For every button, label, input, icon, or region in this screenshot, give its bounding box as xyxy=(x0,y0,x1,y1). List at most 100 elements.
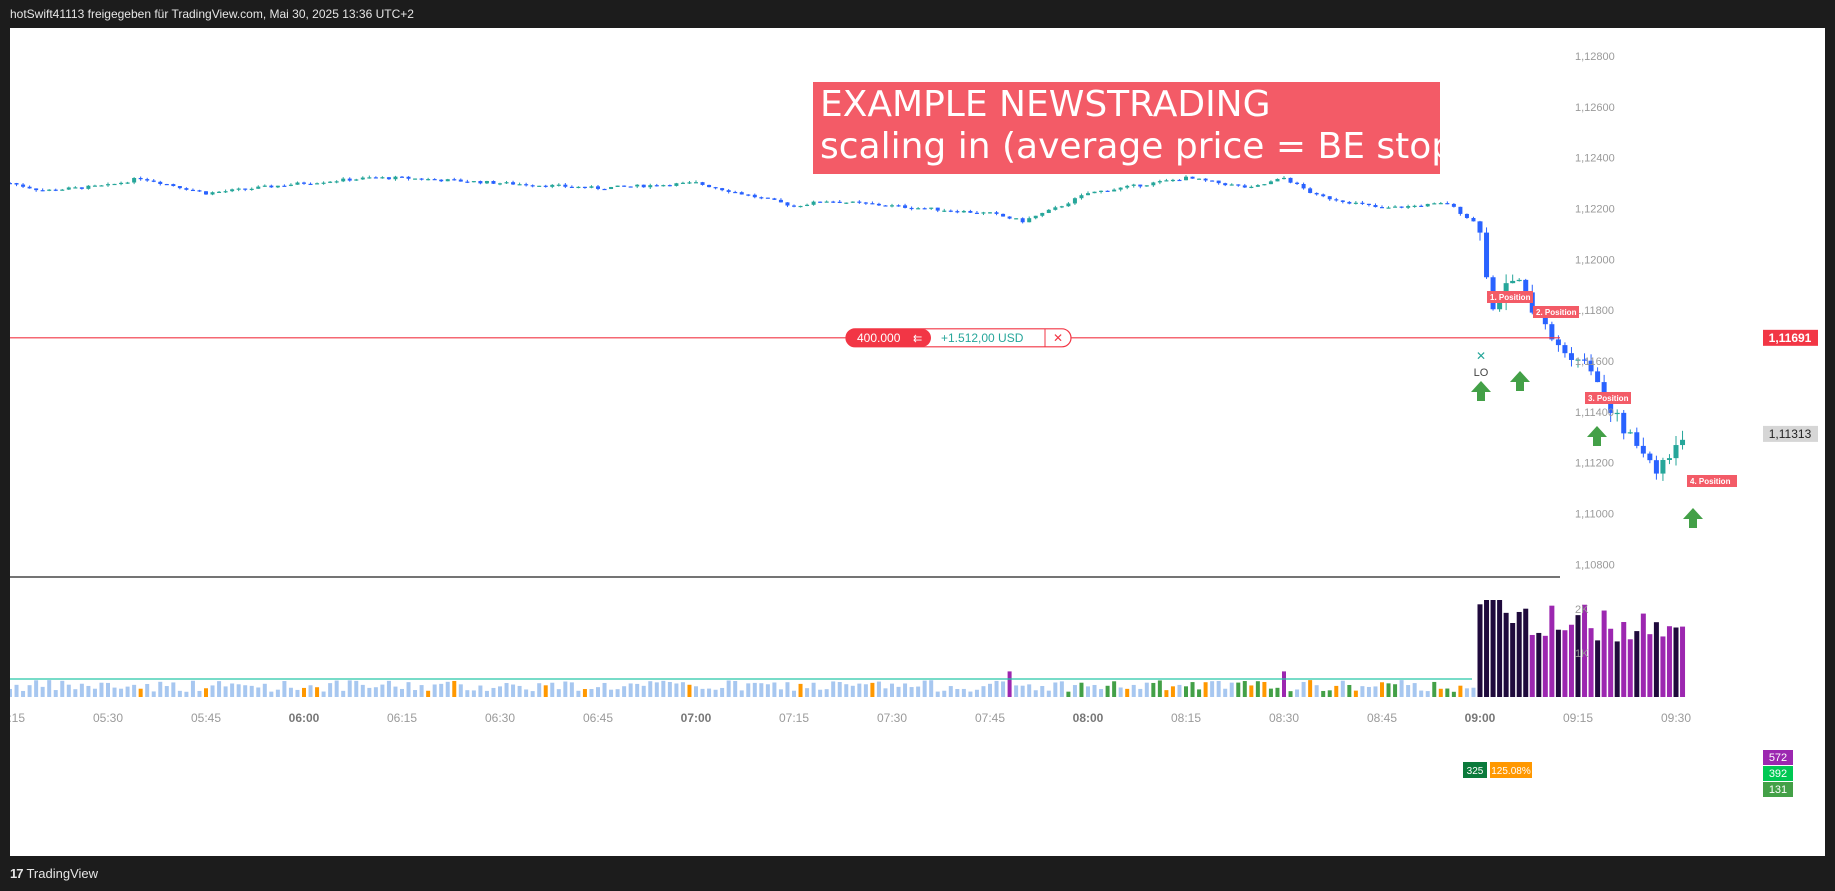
volume-bar xyxy=(837,682,842,697)
volume-bar xyxy=(1014,685,1019,697)
candle-body xyxy=(393,176,398,180)
candle-body xyxy=(380,177,385,179)
price-axis[interactable]: 1,12800 1,12600 1,12400 1,12200 1,12000 1,118… xyxy=(1575,51,1615,660)
volume-bar xyxy=(968,691,973,697)
candle-body xyxy=(458,179,463,182)
candle-body xyxy=(478,181,483,184)
candle-body xyxy=(707,184,712,188)
candle-body xyxy=(86,185,91,189)
volume-bar xyxy=(1268,688,1273,697)
candle-body xyxy=(1406,206,1411,208)
candle-body xyxy=(1432,203,1437,205)
candle-body xyxy=(1268,181,1273,185)
volume-bar xyxy=(648,681,653,697)
candle-body xyxy=(249,188,254,190)
volume-bar xyxy=(955,689,960,697)
volume-bar xyxy=(674,683,679,697)
reverse-icon[interactable]: ⇇ xyxy=(913,332,922,345)
volume-bar xyxy=(1170,686,1175,697)
candle-body xyxy=(955,211,960,213)
candle-body xyxy=(419,178,424,180)
time-tick-label: 09:30 xyxy=(1661,711,1691,725)
current-price-badge xyxy=(1763,425,1818,442)
volume-bar xyxy=(1197,689,1202,697)
candle-body xyxy=(262,185,267,187)
volume-bar xyxy=(1510,623,1516,697)
volume-bar xyxy=(138,688,143,697)
volume-bar xyxy=(217,681,222,697)
candle-body xyxy=(439,179,444,182)
price-tick-label: 1,12000 xyxy=(1575,254,1615,266)
position-price-badge[interactable] xyxy=(1763,329,1818,346)
candle-body xyxy=(1001,213,1006,217)
volume-bar xyxy=(1582,604,1588,697)
volume-tick-label: 1K xyxy=(1575,648,1589,660)
volume-bar xyxy=(1066,691,1071,697)
candle-body xyxy=(1112,189,1117,192)
volume-bar xyxy=(961,688,966,697)
position-qty-pill[interactable] xyxy=(846,328,931,347)
volume-bar xyxy=(948,686,953,697)
volume-bar xyxy=(360,684,365,697)
candle-body xyxy=(1288,177,1293,183)
time-axis[interactable]: 05:15 05:30 05:45 06:00 06:15 06:30 06:45 07:00… xyxy=(10,711,1691,725)
candle-body xyxy=(667,185,672,187)
candle-body xyxy=(739,192,744,195)
volume-bar xyxy=(1360,686,1365,697)
time-tick-label: 05:45 xyxy=(191,711,221,725)
candle-body xyxy=(981,212,986,214)
volume-bar xyxy=(569,682,574,697)
time-tick-label: 06:45 xyxy=(583,711,613,725)
volume-bar xyxy=(1229,682,1234,697)
volume-bar xyxy=(347,680,352,697)
volume-bar xyxy=(700,688,705,697)
volume-bar xyxy=(1653,622,1659,697)
candle-body xyxy=(1582,359,1588,361)
candle-body xyxy=(863,202,868,204)
candle-body xyxy=(916,208,921,210)
candle-body xyxy=(1634,432,1640,446)
candle-body xyxy=(125,182,130,184)
time-tick-label: 05:15 xyxy=(10,711,25,725)
candle-body xyxy=(40,190,45,192)
volume-bar xyxy=(1007,671,1012,697)
overlay-layer: 400.000 ⇇ +1.512,00 USD ✕ 1,11691 1,11313 ✕ LO 1… xyxy=(10,291,1818,797)
volume-bar xyxy=(1301,681,1306,697)
candle-body xyxy=(1203,178,1208,181)
tradingview-logo-icon: 17 xyxy=(10,866,24,881)
candle-body xyxy=(1327,196,1332,200)
volume-bar xyxy=(1321,690,1326,697)
candle-body xyxy=(556,184,561,186)
volume-bar xyxy=(40,686,45,697)
volume-bar xyxy=(1059,681,1064,697)
volume-bar xyxy=(1425,691,1430,697)
candle-body xyxy=(99,185,104,187)
volume-bar xyxy=(1614,641,1620,697)
candle-body xyxy=(1471,217,1476,222)
candle-body xyxy=(1177,179,1182,182)
candle-body xyxy=(315,183,320,185)
candle-body xyxy=(661,185,666,187)
candle-body xyxy=(622,185,627,187)
candle-body xyxy=(1340,200,1345,202)
buy-arrow-icon xyxy=(1587,426,1607,446)
close-position-icon[interactable]: ✕ xyxy=(1053,331,1063,345)
volume-bar xyxy=(223,686,228,697)
candle-body xyxy=(726,190,731,192)
time-tick-label: 08:45 xyxy=(1367,711,1397,725)
volume-bar xyxy=(400,688,404,697)
candle-body xyxy=(112,183,117,186)
position-widget[interactable]: 400.000 ⇇ +1.512,00 USD ✕ xyxy=(845,328,1072,348)
chart-canvas[interactable]: 1,12800 1,12600 1,12400 1,12200 1,12000 1,118… xyxy=(10,28,1825,856)
tradingview-brand[interactable]: 17 TradingView xyxy=(10,866,98,881)
volume-bar xyxy=(236,684,241,697)
volume-bar xyxy=(491,687,496,697)
volume-bar xyxy=(328,683,333,697)
candle-body xyxy=(341,178,346,182)
volume-bar xyxy=(759,683,764,697)
candle-body xyxy=(733,191,738,194)
annotation-box[interactable]: EXAMPLE NEWSTRADING scaling in (average … xyxy=(813,82,1454,174)
candle-body xyxy=(837,201,842,203)
volume-bar xyxy=(386,680,391,697)
candle-body xyxy=(831,201,836,203)
